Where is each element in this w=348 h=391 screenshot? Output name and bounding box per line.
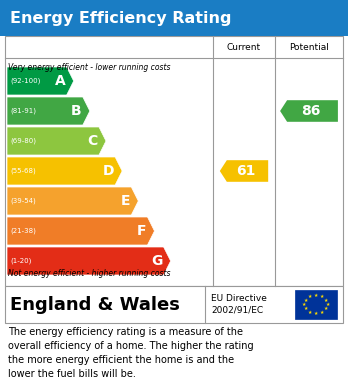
Text: ★: ★ [303, 307, 308, 311]
Text: B: B [71, 104, 82, 118]
Text: The energy efficiency rating is a measure of the
overall efficiency of a home. T: The energy efficiency rating is a measur… [8, 327, 254, 379]
Text: ★: ★ [324, 307, 329, 311]
Text: ★: ★ [302, 302, 307, 307]
Text: Current: Current [227, 43, 261, 52]
Text: Energy Efficiency Rating: Energy Efficiency Rating [10, 11, 231, 25]
Text: ★: ★ [303, 298, 308, 303]
Polygon shape [7, 127, 106, 155]
Text: A: A [55, 74, 66, 88]
Polygon shape [220, 160, 268, 182]
Text: Not energy efficient - higher running costs: Not energy efficient - higher running co… [8, 269, 171, 278]
Text: ★: ★ [324, 298, 329, 303]
Bar [0, 0, 348, 36]
Text: EU Directive
2002/91/EC: EU Directive 2002/91/EC [211, 294, 267, 315]
Bar [5, 36, 343, 286]
Text: England & Wales: England & Wales [10, 296, 180, 314]
Text: (21-38): (21-38) [10, 228, 36, 234]
Text: (92-100): (92-100) [10, 78, 40, 84]
Text: ★: ★ [308, 310, 312, 314]
Text: G: G [151, 254, 163, 268]
Text: 86: 86 [301, 104, 321, 118]
Polygon shape [7, 217, 155, 245]
Text: (39-54): (39-54) [10, 198, 36, 204]
Text: ★: ★ [326, 302, 330, 307]
Bar [295, 290, 337, 319]
Text: F: F [137, 224, 147, 238]
Text: Potential: Potential [289, 43, 329, 52]
Polygon shape [7, 247, 171, 275]
Polygon shape [7, 157, 122, 185]
Polygon shape [7, 187, 138, 215]
Text: (55-68): (55-68) [10, 168, 36, 174]
Polygon shape [7, 67, 74, 95]
Text: ★: ★ [308, 294, 312, 300]
Text: ★: ★ [314, 293, 318, 298]
Text: ★: ★ [314, 311, 318, 316]
Text: D: D [103, 164, 114, 178]
Text: ★: ★ [320, 310, 324, 314]
Text: (1-20): (1-20) [10, 258, 31, 264]
Bar [5, 286, 343, 323]
Text: (81-91): (81-91) [10, 108, 36, 114]
Text: ★: ★ [320, 294, 324, 300]
Text: 61: 61 [236, 164, 256, 178]
Text: E: E [121, 194, 130, 208]
Text: C: C [88, 134, 98, 148]
Polygon shape [280, 100, 338, 122]
Text: (69-80): (69-80) [10, 138, 36, 144]
Text: Very energy efficient - lower running costs: Very energy efficient - lower running co… [8, 63, 171, 72]
Polygon shape [7, 97, 90, 125]
